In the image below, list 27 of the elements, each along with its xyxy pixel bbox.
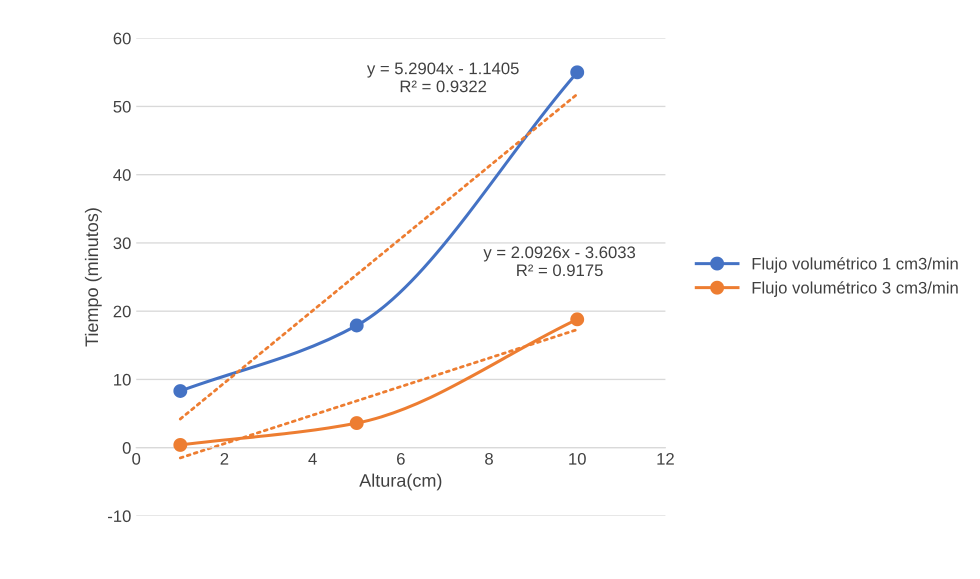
legend-label: Flujo volumétrico 3 cm3/min — [752, 281, 958, 297]
point — [173, 438, 188, 452]
x-tick-label: 12 — [657, 452, 674, 465]
x-tick-label: 10 — [569, 452, 586, 465]
x-tick-label: 8 — [485, 452, 493, 465]
point — [570, 312, 584, 326]
y-tick-label: -10 — [108, 510, 131, 522]
point — [173, 384, 188, 398]
x-tick-label: 2 — [220, 452, 228, 465]
x-tick-label: 4 — [308, 453, 317, 465]
y-tick-label: 20 — [114, 306, 131, 318]
legend-label: Flujo volumétrico 1 cm3/min — [752, 257, 958, 273]
annotation: y = 2.0926x - 3.6033 R² = 0.9175 — [483, 246, 636, 276]
point — [350, 416, 364, 430]
y-tick-label: 60 — [114, 32, 131, 44]
y-tick-label: 0 — [122, 442, 131, 454]
y-axis-title: Tiempo (minutos) — [84, 208, 102, 347]
y-tick-label: 50 — [113, 100, 131, 113]
x-tick-label: 6 — [397, 452, 405, 465]
x-axis-title: Altura(cm) — [359, 474, 442, 490]
x-tick-label: 0 — [132, 452, 140, 465]
y-tick-label: 40 — [113, 169, 131, 181]
y-tick-label: 30 — [113, 237, 131, 250]
y-tick-label: 10 — [114, 374, 131, 386]
point — [350, 318, 364, 332]
point — [570, 65, 584, 80]
annotation: y = 5.2904x - 1.1405 R² = 0.9322 — [366, 62, 519, 92]
